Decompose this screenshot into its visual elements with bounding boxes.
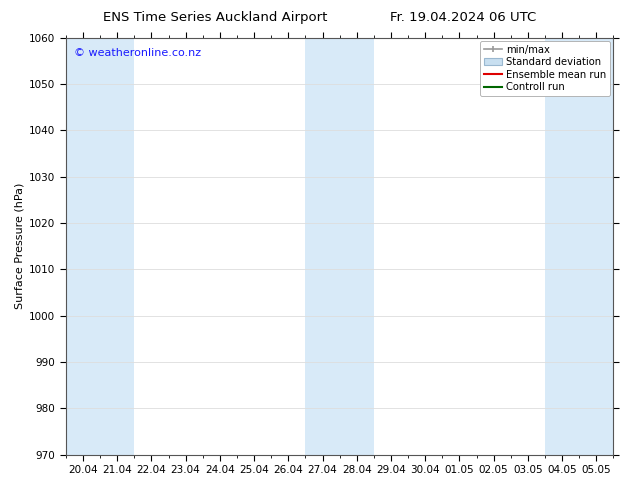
Text: © weatheronline.co.nz: © weatheronline.co.nz bbox=[74, 48, 201, 58]
Bar bbox=[306, 38, 374, 455]
Bar bbox=[66, 38, 134, 455]
Y-axis label: Surface Pressure (hPa): Surface Pressure (hPa) bbox=[15, 183, 25, 309]
Legend: min/max, Standard deviation, Ensemble mean run, Controll run: min/max, Standard deviation, Ensemble me… bbox=[480, 41, 611, 96]
Text: ENS Time Series Auckland Airport: ENS Time Series Auckland Airport bbox=[103, 11, 328, 24]
Text: Fr. 19.04.2024 06 UTC: Fr. 19.04.2024 06 UTC bbox=[390, 11, 536, 24]
Bar bbox=[545, 38, 614, 455]
